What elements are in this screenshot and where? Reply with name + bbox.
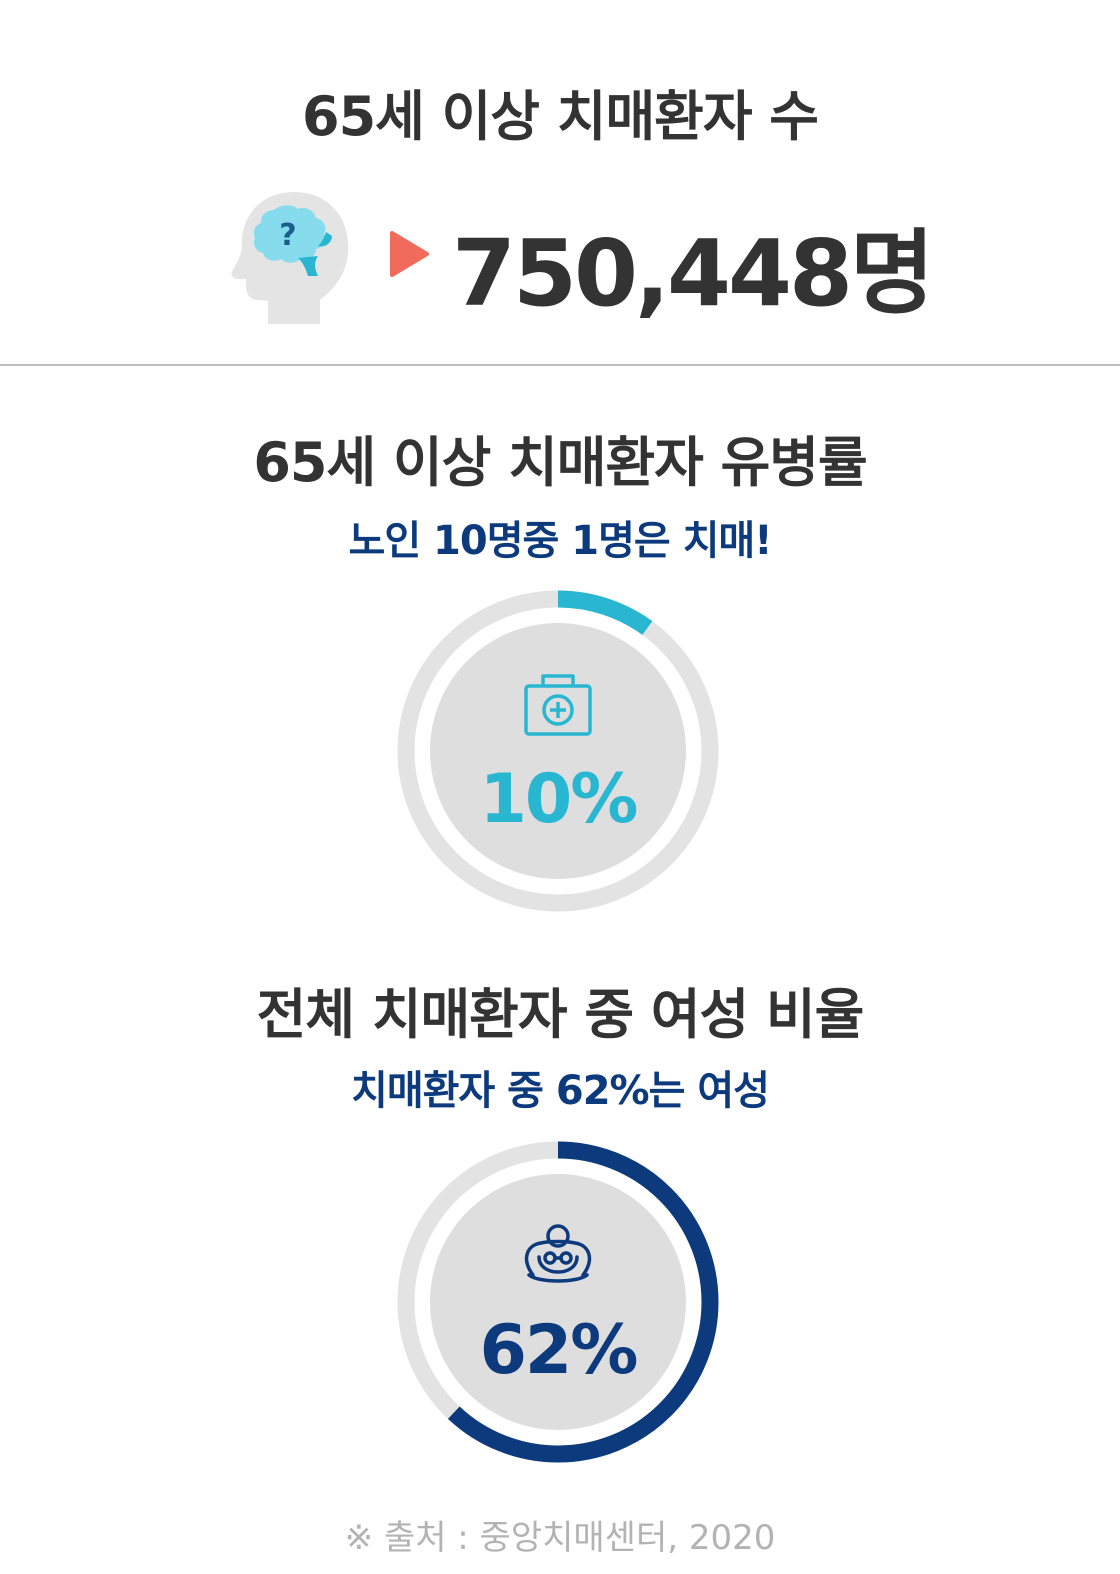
donut-value-label: 62% xyxy=(480,1311,637,1390)
prevalence-subtitle: 노인 10명중 1명은 치매! xyxy=(348,518,773,564)
female-ratio-title: 전체 치매환자 중 여성 비율 xyxy=(256,983,865,1046)
donut-inner-disc xyxy=(430,623,686,879)
female-ratio-donut-chart: 62% xyxy=(397,1141,719,1463)
question-mark-glyph: ? xyxy=(279,218,296,253)
patient-count-value: 750,448명 xyxy=(452,220,935,327)
source-citation: ※ 출처 : 중앙치매센터, 2020 xyxy=(344,1518,776,1558)
section-divider xyxy=(0,364,1120,366)
donut-inner-disc xyxy=(430,1174,686,1430)
female-ratio-subtitle: 치매환자 중 62%는 여성 xyxy=(351,1068,770,1114)
head-with-brain-question-icon: ? xyxy=(231,192,349,324)
play-triangle-icon xyxy=(390,231,429,277)
elderly-woman-icon xyxy=(524,1224,592,1283)
prevalence-donut-chart: 10% xyxy=(397,590,719,912)
donut-value-label: 10% xyxy=(480,760,637,839)
donut-value-arc xyxy=(397,1141,719,1463)
donut-value-arc xyxy=(397,590,719,912)
medical-kit-icon xyxy=(524,674,592,736)
patient-count-row: ? 750,448명 xyxy=(0,185,1120,330)
prevalence-title: 65세 이상 치매환자 유병률 xyxy=(253,431,867,494)
dementia-patients-title: 65세 이상 치매환자 수 xyxy=(302,85,819,148)
